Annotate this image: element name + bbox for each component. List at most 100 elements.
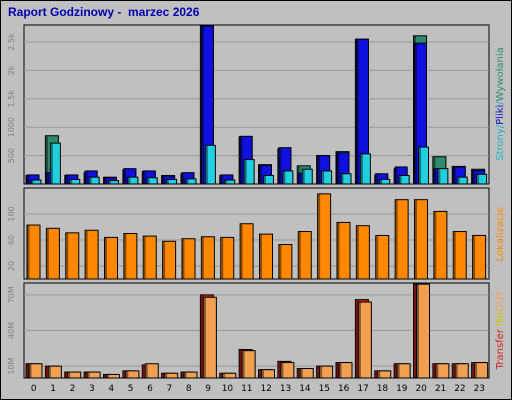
bar-transfer-out-1	[47, 365, 62, 379]
bar-strony-0	[30, 179, 42, 185]
x-tick-label: 2	[70, 384, 76, 394]
x-tick-label: 12	[260, 384, 271, 394]
bar-lokalizacje-3	[84, 229, 99, 280]
bar-strony-19	[398, 174, 410, 185]
y-tick-label: 1000	[7, 117, 16, 137]
y-tick-label: 70M	[7, 286, 16, 303]
x-tick-label: 6	[147, 384, 153, 394]
x-tick-label: 3	[89, 384, 95, 394]
x-tick-label: 17	[357, 384, 368, 394]
bar-transfer-out-23	[474, 362, 489, 379]
x-tick-label: 4	[108, 384, 114, 394]
bar-lokalizacje-4	[104, 236, 118, 280]
bar-transfer-out-16	[338, 362, 353, 379]
bar-lokalizacje-16	[336, 221, 351, 280]
bar-lokalizacje-5	[123, 233, 138, 280]
x-tick-label: 1	[50, 384, 56, 394]
bar-lokalizacje-22	[452, 231, 467, 280]
bar-lokalizacje-11	[239, 223, 254, 280]
bar-lokalizacje-20	[414, 199, 428, 280]
x-tick-label: 18	[377, 384, 389, 394]
bar-transfer-out-17	[357, 301, 372, 379]
bar-lokalizacje-6	[142, 235, 157, 280]
bar-transfer-out-2	[67, 371, 82, 379]
bar-transfer-out-4	[106, 373, 120, 379]
bar-strony-12	[263, 174, 274, 185]
bar-pliki-17	[355, 38, 369, 185]
x-tick-label: 20	[415, 384, 427, 394]
x-tick-label: 11	[241, 384, 252, 394]
bar-lokalizacje-2	[65, 232, 80, 280]
bar-strony-18	[379, 178, 391, 185]
bar-lokalizacje-12	[259, 233, 273, 280]
panel-1-frame	[23, 24, 490, 185]
bar-lokalizacje-15	[317, 193, 332, 280]
bar-lokalizacje-23	[472, 234, 487, 280]
bar-transfer-out-20	[416, 283, 430, 379]
y-tick-label: 100	[7, 206, 16, 221]
bar-lokalizacje-13	[278, 244, 293, 280]
bar-lokalizacje-9	[200, 236, 215, 280]
bar-transfer-out-12	[261, 369, 275, 379]
bar-strony-23	[476, 173, 488, 185]
bar-lokalizacje-7	[162, 240, 177, 280]
bar-transfer-out-18	[377, 370, 392, 379]
bar-strony-20	[418, 146, 429, 185]
legend-transfer: Transfer IN/OUT	[495, 290, 506, 370]
bar-lokalizacje-0	[26, 224, 41, 280]
bar-transfer-out-6	[144, 363, 159, 379]
y-tick-label: 1.5k	[7, 90, 16, 108]
bar-transfer-out-22	[454, 363, 469, 379]
y-tick-label: 2k	[7, 65, 16, 75]
bar-strony-2	[69, 178, 81, 185]
x-tick-label: 15	[319, 384, 330, 394]
bar-strony-17	[359, 153, 371, 185]
x-tick-label: 13	[280, 384, 291, 394]
bar-strony-10	[224, 179, 236, 185]
x-tick-label: 16	[338, 384, 350, 394]
bar-strony-9	[204, 144, 216, 185]
page-title: Raport Godzinowy - marzec 2026	[8, 5, 200, 19]
bar-transfer-out-15	[319, 365, 334, 379]
bar-lokalizacje-1	[45, 227, 60, 280]
bar-strony-14	[301, 168, 313, 185]
bar-transfer-out-19	[396, 363, 411, 379]
x-tick-label: 7	[166, 384, 172, 394]
bar-transfer-out-7	[164, 372, 179, 379]
y-tick-label: 10M	[7, 357, 16, 374]
bar-strony-22	[456, 176, 468, 185]
bar-transfer-out-11	[241, 350, 256, 379]
x-tick-label: 21	[435, 384, 446, 394]
bar-strony-11	[243, 159, 255, 185]
bar-strony-4	[108, 180, 119, 185]
bar-transfer-out-9	[202, 296, 217, 379]
x-tick-label: 22	[454, 384, 465, 394]
x-tick-label: 9	[205, 384, 211, 394]
bar-transfer-out-0	[28, 363, 43, 379]
bar-strony-5	[127, 176, 139, 185]
legend-strony-pliki-wywolania: Strony/Pliki/Wywołania	[495, 47, 506, 161]
bar-transfer-out-21	[435, 363, 450, 379]
bar-lokalizacje-17	[355, 225, 370, 280]
x-tick-label: 10	[222, 384, 234, 394]
bar-strony-21	[437, 168, 449, 185]
bar-lokalizacje-21	[433, 210, 448, 280]
y-tick-label: 40M	[7, 322, 16, 339]
x-tick-label: 14	[299, 384, 311, 394]
x-tick-label: 5	[128, 384, 134, 394]
bar-strony-8	[185, 178, 197, 185]
x-tick-label: 19	[396, 384, 408, 394]
bar-lokalizacje-18	[375, 234, 390, 280]
bar-transfer-out-13	[280, 362, 295, 379]
bar-lokalizacje-8	[181, 238, 196, 280]
y-tick-label: 20	[7, 261, 16, 271]
x-tick-label: 8	[186, 384, 192, 394]
bar-strony-3	[88, 176, 100, 185]
panel-2-frame	[23, 187, 490, 280]
bar-lokalizacje-14	[297, 231, 312, 280]
bar-strony-1	[49, 142, 61, 185]
bar-strony-15	[321, 170, 333, 185]
bar-transfer-out-5	[125, 370, 140, 379]
legend-lokalizacje: Lokalizacje	[495, 207, 506, 262]
